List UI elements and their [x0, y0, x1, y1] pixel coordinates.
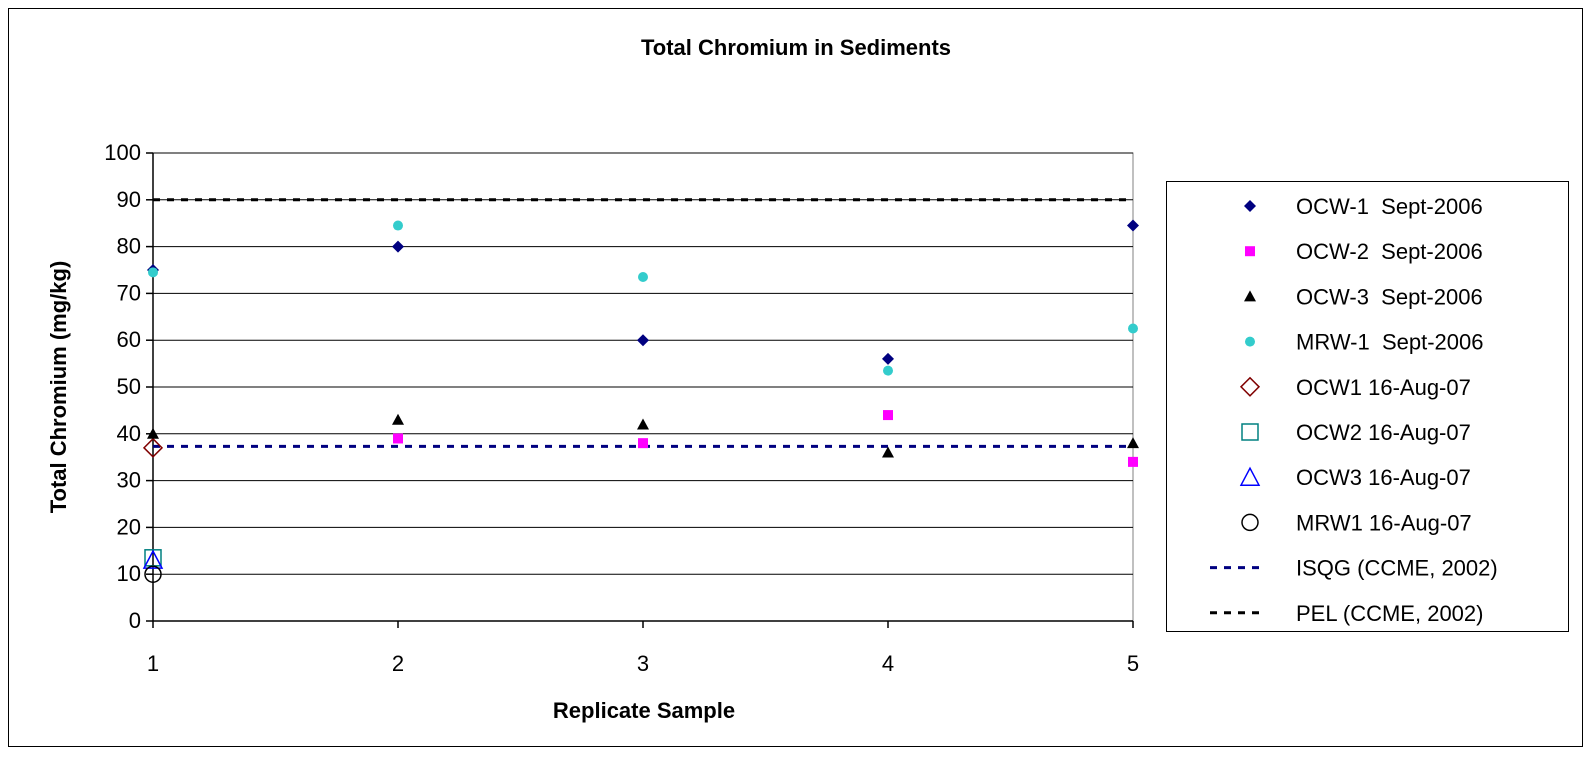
- legend-label: OCW2 16-Aug-07: [1296, 420, 1471, 445]
- data-point: [393, 433, 403, 444]
- x-tick-label: 5: [1127, 651, 1139, 676]
- x-tick-label: 2: [392, 651, 404, 676]
- data-point: [1127, 219, 1139, 232]
- data-point: [393, 220, 403, 231]
- data-point: [148, 267, 158, 278]
- data-point: [883, 365, 893, 376]
- y-tick-label: 70: [117, 280, 141, 305]
- data-point: [392, 413, 404, 425]
- y-tick-label: 20: [117, 514, 141, 539]
- y-tick-label: 90: [117, 187, 141, 212]
- data-point: [142, 549, 164, 569]
- y-axis-label: Total Chromium (mg/kg): [46, 261, 71, 514]
- legend-label: OCW-1 Sept-2006: [1296, 194, 1483, 219]
- data-point: [638, 272, 648, 283]
- y-tick-label: 10: [117, 561, 141, 586]
- x-axis-label: Replicate Sample: [553, 698, 735, 723]
- data-point: [883, 410, 893, 421]
- y-tick-label: 60: [117, 327, 141, 352]
- y-tick-label: 80: [117, 234, 141, 259]
- legend-swatch: [1239, 376, 1261, 397]
- data-point: [882, 352, 894, 365]
- y-tick-label: 100: [104, 140, 141, 165]
- legend: OCW-1 Sept-2006 OCW-2 Sept-2006 OCW-3 Sept…: [1166, 181, 1569, 632]
- plot-layer: 0 10 20 30 40 50 60 70 80 90 100 1 2 3 4 5: [104, 140, 1139, 676]
- x-tick-label: 3: [637, 651, 649, 676]
- y-tick-label: 0: [129, 608, 141, 633]
- data-point: [147, 427, 159, 439]
- data-point: [882, 446, 894, 458]
- legend-swatch: [1239, 466, 1261, 486]
- legend-box: [1166, 181, 1569, 632]
- data-point: [392, 240, 404, 253]
- x-tick-label: 4: [882, 651, 894, 676]
- legend-swatch: [1244, 200, 1256, 212]
- data-point: [144, 565, 162, 583]
- data-point: [1128, 456, 1138, 467]
- x-tick-label: 1: [147, 651, 159, 676]
- data-point: [637, 418, 649, 430]
- legend-label: OCW1 16-Aug-07: [1296, 375, 1471, 400]
- legend-label: ISQG (CCME, 2002): [1296, 556, 1498, 581]
- y-tick-label: 30: [117, 468, 141, 493]
- legend-swatch: [1241, 513, 1259, 532]
- legend-label: OCW-2 Sept-2006: [1296, 239, 1483, 264]
- data-point: [1127, 437, 1139, 449]
- y-tick-label: 50: [117, 374, 141, 399]
- data-point: [638, 438, 648, 449]
- data-point: [637, 334, 649, 347]
- legend-label: OCW3 16-Aug-07: [1296, 465, 1471, 490]
- legend-swatch: [1241, 423, 1259, 441]
- legend-swatch: [1244, 290, 1256, 302]
- chart-title: Total Chromium in Sediments: [641, 35, 951, 60]
- legend-label: MRW1 16-Aug-07: [1296, 510, 1472, 535]
- legend-label: OCW-3 Sept-2006: [1296, 284, 1483, 309]
- legend-label: MRW-1 Sept-2006: [1296, 330, 1484, 355]
- legend-label: PEL (CCME, 2002): [1296, 601, 1483, 626]
- data-point: [142, 437, 164, 458]
- y-tick-label: 40: [117, 421, 141, 446]
- legend-swatch: [1245, 336, 1255, 347]
- legend-swatch: [1245, 246, 1255, 257]
- data-point: [1128, 323, 1138, 334]
